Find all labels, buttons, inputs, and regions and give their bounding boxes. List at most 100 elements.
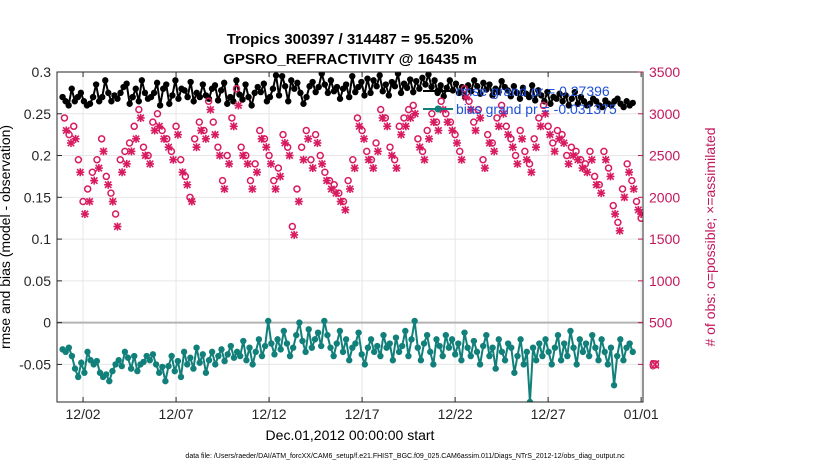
possible-obs-point <box>567 143 576 151</box>
possible-obs-point <box>195 118 204 126</box>
bias-point <box>321 317 328 325</box>
bias-point <box>617 336 624 343</box>
possible-obs-point <box>442 110 450 118</box>
rmse-point <box>361 92 368 99</box>
possible-obs-point <box>83 185 92 193</box>
bias-point <box>613 352 621 360</box>
bias-point <box>483 331 490 339</box>
assimilated-obs-point <box>364 155 373 164</box>
bias-point <box>498 348 506 356</box>
rmse-point <box>397 89 405 97</box>
rmse-point <box>65 102 72 109</box>
rmse-point <box>419 74 426 82</box>
rmse-point <box>394 72 402 77</box>
assimilated-obs-point <box>76 168 85 177</box>
bias-point <box>149 351 157 358</box>
bias-point <box>199 351 206 358</box>
rmse-point <box>245 93 252 101</box>
bias-point <box>380 331 387 339</box>
assimilated-obs-point <box>434 126 443 135</box>
x-tick-label: 12/07 <box>159 406 194 422</box>
assimilated-obs-point <box>485 139 494 148</box>
possible-obs-point <box>535 114 543 122</box>
rmse-point <box>242 81 249 88</box>
rmse-point <box>333 83 341 91</box>
rmse-point <box>510 83 518 90</box>
y-right-tick-label: 2000 <box>649 189 680 205</box>
rmse-point <box>105 89 112 97</box>
assimilated-obs-point <box>229 122 238 131</box>
possible-obs-point <box>204 97 213 105</box>
rmse-point <box>315 83 322 91</box>
rmse-point <box>379 88 386 95</box>
bias-point <box>106 377 113 385</box>
bias-point <box>205 357 213 364</box>
bias-point <box>274 336 281 343</box>
bias-point <box>439 352 446 360</box>
possible-obs-point <box>511 151 520 160</box>
possible-obs-point <box>618 185 627 193</box>
bias-point <box>93 357 101 365</box>
possible-obs-point <box>228 114 236 122</box>
rmse-point <box>443 84 450 92</box>
bias-point <box>455 340 462 347</box>
bias-point <box>473 348 481 356</box>
possible-obs-point <box>307 155 315 164</box>
assimilated-obs-point <box>499 109 508 118</box>
assimilated-obs-point <box>155 122 164 131</box>
rmse-point <box>519 84 527 92</box>
assimilated-obs-point <box>341 205 350 214</box>
assimilated-obs-point <box>541 109 550 118</box>
assimilated-obs-point <box>252 168 261 177</box>
bias-point <box>508 344 515 351</box>
assimilated-obs-point <box>266 159 275 168</box>
bias-point <box>539 352 546 360</box>
possible-obs-point <box>116 155 125 164</box>
rmse-point <box>278 72 286 80</box>
assimilated-obs-point <box>536 122 545 131</box>
bias-point <box>277 346 284 353</box>
rmse-point <box>132 85 139 92</box>
assimilated-obs-point <box>336 197 345 206</box>
possible-obs-point <box>632 197 641 206</box>
bias-point <box>476 361 484 368</box>
rmse-point <box>507 93 515 100</box>
bias-point <box>227 342 235 350</box>
bias-point <box>180 348 188 356</box>
bias-point <box>570 344 577 351</box>
assimilated-obs-point <box>201 134 210 143</box>
rmse-point <box>416 85 423 92</box>
rmse-point <box>376 72 383 79</box>
rmse-point <box>599 103 606 111</box>
assimilated-obs-point <box>118 168 127 177</box>
assimilated-obs-point <box>597 189 606 198</box>
rmse-point <box>327 77 335 84</box>
assimilated-obs-point <box>573 155 582 164</box>
rmse-point <box>318 72 325 77</box>
rmse-point <box>370 77 377 84</box>
assimilated-obs-point <box>104 180 113 189</box>
possible-obs-point <box>460 84 469 93</box>
rmse-point <box>108 98 115 105</box>
rmse-point <box>172 77 179 84</box>
assimilated-obs-point <box>178 168 187 177</box>
bias-point <box>389 357 397 364</box>
assimilated-obs-point <box>462 93 471 102</box>
rmse-point <box>574 100 582 107</box>
possible-obs-point <box>358 126 366 135</box>
series-layer <box>59 72 643 402</box>
assimilated-obs-point <box>615 226 624 235</box>
assimilated-obs-point <box>173 130 182 139</box>
rmse-point <box>629 99 636 107</box>
assimilated-obs-point <box>211 130 220 139</box>
bias-point <box>542 336 549 343</box>
zero-count-marker <box>650 359 660 369</box>
assimilated-obs-point <box>183 180 192 189</box>
assimilated-obs-point <box>606 172 615 181</box>
bias-point <box>271 351 278 358</box>
bias-point <box>551 344 559 351</box>
rmse-point <box>257 88 264 96</box>
y-axis-left-ticks: 0.3 0.25 0.2 0.15 0.1 0.05 0 -0.05 <box>19 64 62 372</box>
possible-obs-point <box>609 201 617 210</box>
assimilated-obs-point <box>313 139 322 148</box>
